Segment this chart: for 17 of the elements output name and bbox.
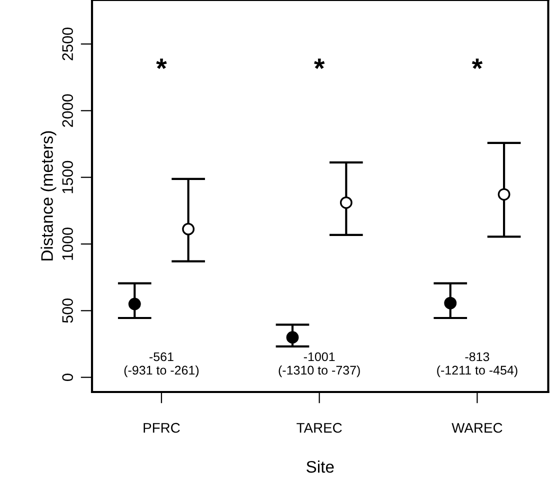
annotation: -813 (-1211 to -454) — [437, 352, 518, 378]
y-tick-label: 2000 — [62, 94, 74, 127]
y-tick-label: 500 — [62, 298, 74, 323]
x-tick-label: WAREC — [452, 422, 502, 433]
x-tick-label: TAREC — [296, 422, 342, 433]
annotation: * — [314, 58, 325, 69]
annotation: -1001 (-1310 to -737) — [278, 352, 360, 378]
y-axis-title: Distance (meters) — [40, 131, 56, 260]
annotation: -561 (-931 to -261) — [124, 352, 199, 378]
y-tick-label: 1500 — [62, 160, 74, 194]
x-tick-label: PFRC — [144, 422, 180, 433]
y-tick-label: 0 — [62, 374, 74, 381]
annotation: * — [472, 58, 483, 69]
y-tick-label: 2500 — [62, 28, 74, 60]
y-tick-label: 1000 — [62, 228, 74, 260]
annotation: * — [156, 58, 167, 69]
x-axis-title: Site — [306, 460, 334, 473]
